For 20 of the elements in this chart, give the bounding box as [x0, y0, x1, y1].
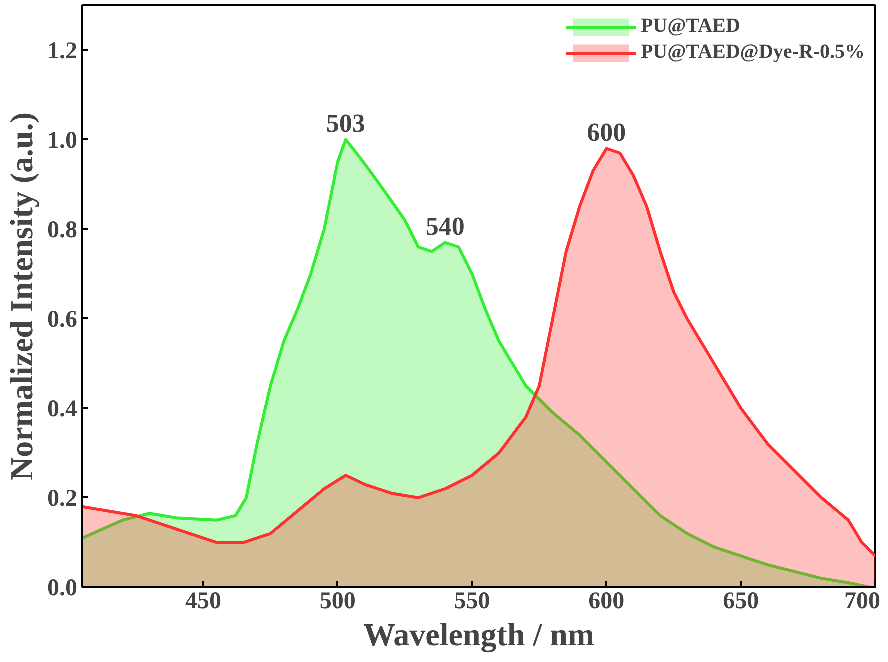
legend-label: PU@TAED — [640, 15, 740, 38]
y-tick-label: 0.0 — [48, 576, 78, 602]
x-tick-label: 700 — [844, 588, 880, 614]
y-tick-label: 0.4 — [48, 396, 78, 422]
y-tick-label: 0.6 — [48, 306, 78, 333]
annotation: 600 — [587, 118, 626, 147]
x-tick-label: 500 — [320, 588, 356, 614]
y-tick-label: 1.2 — [48, 38, 78, 64]
y-tick-label: 0.8 — [48, 217, 78, 244]
y-tick-label: 0.2 — [48, 486, 78, 512]
legend-label: PU@TAED@Dye-R-0.5% — [640, 41, 865, 64]
annotation: 540 — [426, 212, 465, 241]
x-tick-label: 450 — [185, 588, 222, 614]
x-tick-label: 600 — [588, 588, 625, 614]
y-tick-label: 1.0 — [48, 128, 78, 154]
x-axis-title: Wavelength / nm — [363, 616, 595, 654]
x-tick-label: 550 — [454, 588, 490, 614]
y-axis-title: Normalized Intensity (a.u.) — [4, 112, 40, 480]
x-tick-label: 650 — [723, 588, 760, 614]
annotation: 503 — [326, 108, 366, 138]
